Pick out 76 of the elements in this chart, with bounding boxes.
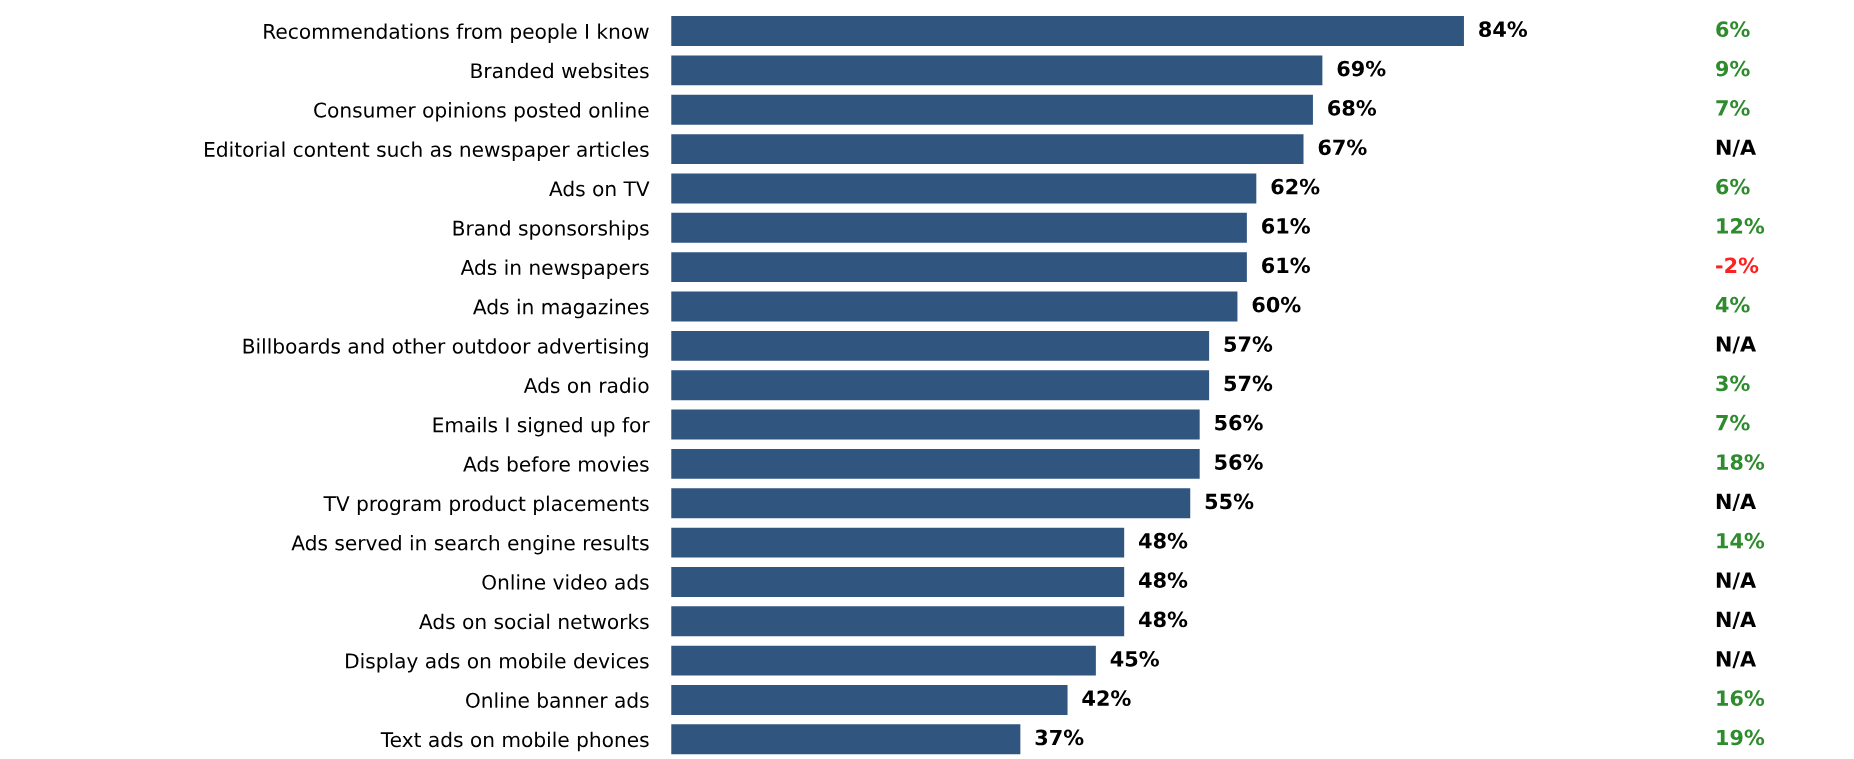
- data-label: 18%: [1717, 454, 1765, 470]
- data-label: 56%: [1215, 414, 1263, 431]
- data-label: 7%: [1716, 100, 1750, 116]
- data-label: 4%: [1715, 296, 1750, 313]
- bar: [671, 16, 1464, 47]
- bar: [671, 330, 1210, 361]
- data-label: 48%: [1139, 532, 1188, 549]
- data-label: 6%: [1716, 178, 1750, 195]
- y-tick-label: Display ads on mobile devices: [346, 652, 649, 673]
- bar: [671, 212, 1247, 243]
- data-label: 12%: [1717, 218, 1765, 234]
- data-label: 14%: [1717, 532, 1765, 549]
- y-tick-label: TV program product placements: [323, 495, 649, 516]
- bar: [671, 724, 1021, 755]
- bar: [671, 291, 1238, 322]
- bar: [671, 409, 1200, 440]
- data-label: -2%: [1716, 257, 1759, 274]
- y-tick-label: Ads before movies: [463, 456, 649, 472]
- data-label: 6%: [1716, 21, 1750, 38]
- bar: [671, 134, 1304, 165]
- data-label: 61%: [1262, 218, 1310, 234]
- y-tick-label: Billboards and other outdoor advertising: [243, 338, 648, 358]
- data-label: 55%: [1205, 493, 1254, 510]
- y-tick-label: Ads on social networks: [419, 613, 649, 630]
- data-label: 37%: [1035, 729, 1084, 746]
- y-tick-label: Consumer opinions posted online: [314, 102, 649, 122]
- y-tick-label: Emails I signed up for: [433, 416, 650, 437]
- bar: [671, 488, 1191, 519]
- data-label: 3%: [1716, 375, 1750, 392]
- data-label: 60%: [1252, 296, 1301, 313]
- data-label: 84%: [1479, 21, 1528, 38]
- data-label: N/A: [1716, 336, 1757, 354]
- bar: [671, 252, 1247, 283]
- data-label: N/A: [1716, 572, 1757, 590]
- y-tick-label: Ads on TV: [549, 180, 650, 197]
- bar: [671, 370, 1210, 401]
- data-label: 69%: [1337, 60, 1386, 77]
- data-label: 42%: [1082, 690, 1131, 707]
- bar: [671, 448, 1200, 479]
- bar: [671, 566, 1125, 597]
- bar: [671, 94, 1313, 125]
- data-label: 45%: [1110, 650, 1159, 667]
- y-tick-label: Branded websites: [471, 62, 649, 79]
- data-label: N/A: [1716, 651, 1757, 669]
- data-label: 61%: [1262, 257, 1310, 274]
- data-label: 19%: [1717, 729, 1765, 746]
- data-label: 68%: [1328, 100, 1377, 116]
- y-tick-label: Recommendations from people I know: [264, 23, 649, 43]
- data-label: 7%: [1716, 414, 1750, 431]
- data-label: N/A: [1716, 139, 1757, 157]
- y-tick-label: Text ads on mobile phones: [380, 731, 649, 752]
- bar: [671, 173, 1257, 204]
- data-label: 57%: [1224, 375, 1273, 392]
- data-label: 48%: [1139, 611, 1188, 628]
- data-label: 16%: [1717, 690, 1765, 707]
- y-tick-label: Ads in newspapers: [460, 259, 649, 279]
- data-label: 62%: [1271, 178, 1320, 195]
- bar: [671, 606, 1125, 637]
- y-tick-label: Ads in magazines: [473, 298, 649, 319]
- data-label: N/A: [1716, 611, 1757, 629]
- data-label: 67%: [1318, 139, 1367, 156]
- y-tick-label: Ads on radio: [523, 377, 649, 394]
- y-tick-label: Ads served in search engine results: [291, 534, 649, 555]
- data-label: 56%: [1215, 454, 1263, 470]
- y-tick-label: Online video ads: [482, 574, 649, 590]
- y-tick-label: Editorial content such as newspaper articles: [205, 141, 649, 161]
- bar: [671, 527, 1125, 558]
- data-label: N/A: [1716, 493, 1757, 511]
- data-label: 9%: [1716, 60, 1750, 77]
- data-label: 57%: [1224, 336, 1273, 352]
- bar: [671, 685, 1068, 715]
- bar: [671, 645, 1096, 676]
- bar: [671, 55, 1323, 86]
- y-tick-label: Online banner ads: [466, 692, 649, 708]
- y-tick-label: Brand sponsorships: [453, 220, 649, 240]
- data-label: 48%: [1139, 572, 1188, 588]
